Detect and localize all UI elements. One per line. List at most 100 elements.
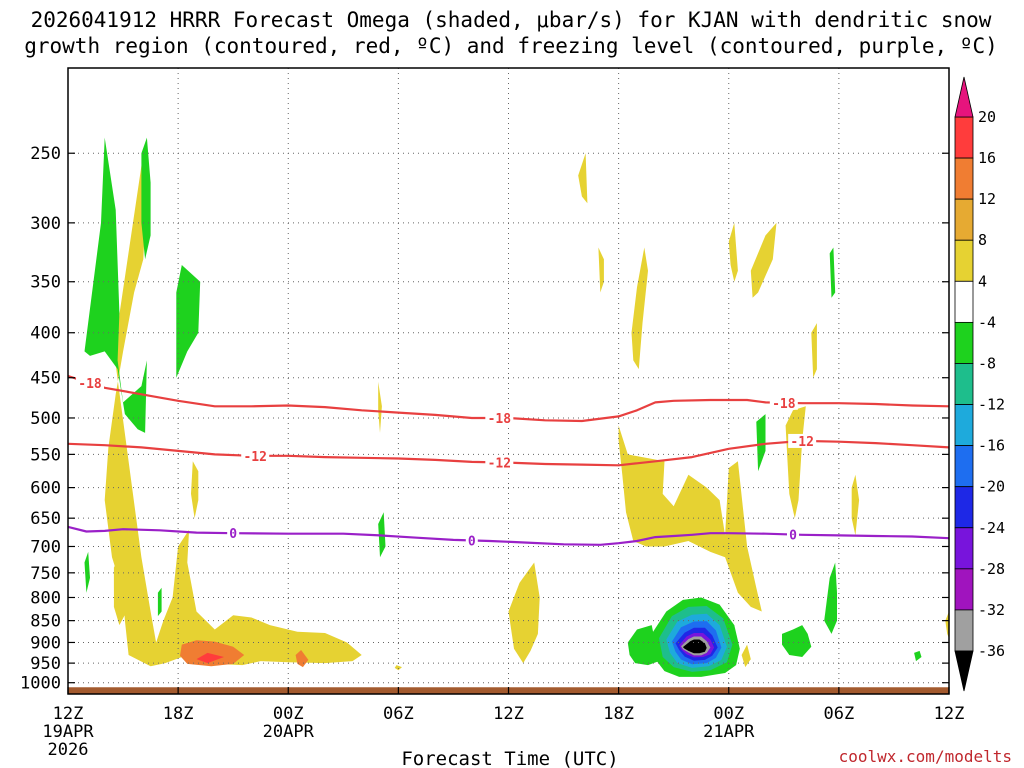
contour-label-bg--18-2 [769, 395, 798, 410]
omega-region-16 [945, 611, 949, 639]
omega-region-8 [631, 247, 648, 370]
omega-region-31 [627, 625, 659, 666]
colorbar-label-10: -24 [978, 519, 1005, 537]
colorbar-label-9: -20 [978, 478, 1005, 496]
y-tick-label-11: 800 [30, 588, 61, 608]
contour-label--18-0: -18 [78, 377, 102, 392]
omega-region-7 [598, 247, 604, 293]
contour-label-0-1: 0 [468, 534, 476, 549]
omega-region-12 [811, 323, 817, 378]
omega-region-10 [728, 222, 738, 282]
contour-label--18-2: -18 [772, 397, 796, 412]
contour-label-bg--18-1 [485, 410, 514, 425]
x-tick-label-8: 12Z [934, 704, 965, 724]
omega-region-28 [782, 625, 812, 657]
y-tick-label-9: 700 [30, 537, 61, 557]
y-tick-label-14: 950 [30, 654, 61, 674]
omega-region-2 [191, 461, 199, 519]
colorbar-label-6: -8 [978, 354, 996, 372]
contour-label-bg-0-1 [465, 533, 478, 548]
x-tick-label-1: 18Z [163, 704, 194, 724]
omega-shading [84, 137, 949, 677]
grid-lines [68, 68, 949, 694]
omega-region-20 [84, 137, 147, 433]
omega-region-3 [378, 381, 382, 433]
credit-text: coolwx.com/modelts [839, 747, 1012, 766]
contour-label--12-1: -12 [488, 456, 511, 471]
colorbar-label-2: 12 [978, 190, 996, 208]
omega-region-14 [851, 474, 860, 536]
y-tick-label-10: 750 [30, 564, 61, 584]
colorbar-bin-5 [954, 321, 974, 364]
x-tick-date-0: 19APR [42, 722, 94, 742]
contour-label-bg--18-0 [76, 376, 105, 391]
x-tick-label-0: 12Z [53, 704, 84, 724]
colorbar-bin-10 [954, 527, 974, 570]
x-tick-year-0: 2026 [48, 740, 89, 760]
x-tick-label-5: 18Z [603, 704, 634, 724]
plot-frame [67, 67, 950, 695]
contour-label-bg--12-1 [485, 455, 514, 470]
x-axis-label: Forecast Time (UTC) [401, 748, 618, 768]
omega-region-9 [618, 425, 762, 612]
y-tick-label-13: 900 [30, 633, 61, 653]
y-tick-label-4: 450 [30, 369, 61, 389]
x-tick-label-4: 12Z [493, 704, 524, 724]
colorbar-label-11: -28 [978, 560, 1005, 578]
temperature-contours: -18 -18 -18 -12 -12 -12 0 0 0 [68, 374, 949, 549]
colorbar-bin-3 [954, 239, 974, 282]
omega-region-11 [750, 222, 777, 298]
omega-region-5 [508, 562, 540, 664]
chart-title-line1: 2026041912 HRRR Forecast Omega (shaded, … [31, 8, 992, 32]
y-tick-label-8: 650 [30, 509, 61, 529]
x-tick-label-2: 00Z [273, 704, 304, 724]
contour-label--12-0: -12 [243, 450, 266, 465]
colorbar-label-7: -12 [978, 396, 1005, 414]
colorbar-bin-6 [954, 363, 974, 405]
contour-label-bg-0-2 [786, 527, 799, 542]
contour-label-0-0: 0 [229, 527, 237, 542]
omega-region-24 [157, 587, 162, 617]
y-tick-label-0: 250 [30, 144, 61, 164]
colorbar-bin-0 [954, 116, 974, 159]
chart-title-line2: growth region (contoured, red, ºC) and f… [24, 34, 998, 58]
contour-line-0 [68, 525, 949, 546]
omega-region-19 [196, 652, 224, 664]
omega-region-23 [84, 551, 90, 593]
colorbar-bin-1 [954, 157, 974, 200]
omega-region-1 [113, 546, 129, 626]
omega-region-6 [578, 153, 588, 204]
omega-region-27 [829, 247, 836, 298]
omega-region-4 [394, 665, 402, 671]
y-axis-pressure: 2503003504004505005506006507007508008509… [20, 144, 949, 694]
colorbar-bin-11 [954, 568, 974, 611]
x-tick-label-6: 00Z [713, 704, 744, 724]
colorbar-top-arrow [954, 76, 974, 118]
omega-region-15 [741, 644, 751, 668]
x-tick-label-7: 06Z [824, 704, 855, 724]
y-tick-label-7: 600 [30, 479, 61, 499]
contour-label-0-2: 0 [789, 529, 797, 544]
omega-region-13 [785, 406, 806, 519]
y-tick-label-12: 850 [30, 612, 61, 632]
colorbar-bin-7 [954, 404, 974, 447]
contour-label-bg--12-2 [788, 433, 817, 448]
x-tick-label-3: 06Z [383, 704, 414, 724]
x-tick-date-2: 20APR [263, 722, 315, 742]
colorbar-label-13: -36 [978, 642, 1005, 660]
y-tick-label-6: 550 [30, 445, 61, 465]
y-tick-label-2: 350 [30, 273, 61, 293]
colorbar-label-1: 16 [978, 149, 996, 167]
contour-label--18-1: -18 [488, 412, 512, 427]
colorbar-bin-9 [954, 486, 974, 529]
colorbar-bin-8 [954, 445, 974, 488]
colorbar-label-4: 4 [978, 272, 987, 290]
y-tick-label-3: 400 [30, 324, 61, 344]
colorbar-label-8: -16 [978, 437, 1005, 455]
x-tick-date-6: 21APR [703, 722, 755, 742]
contour-label-bg--12-0 [241, 448, 270, 463]
omega-region-22 [176, 265, 201, 378]
y-tick-label-5: 500 [30, 409, 61, 429]
